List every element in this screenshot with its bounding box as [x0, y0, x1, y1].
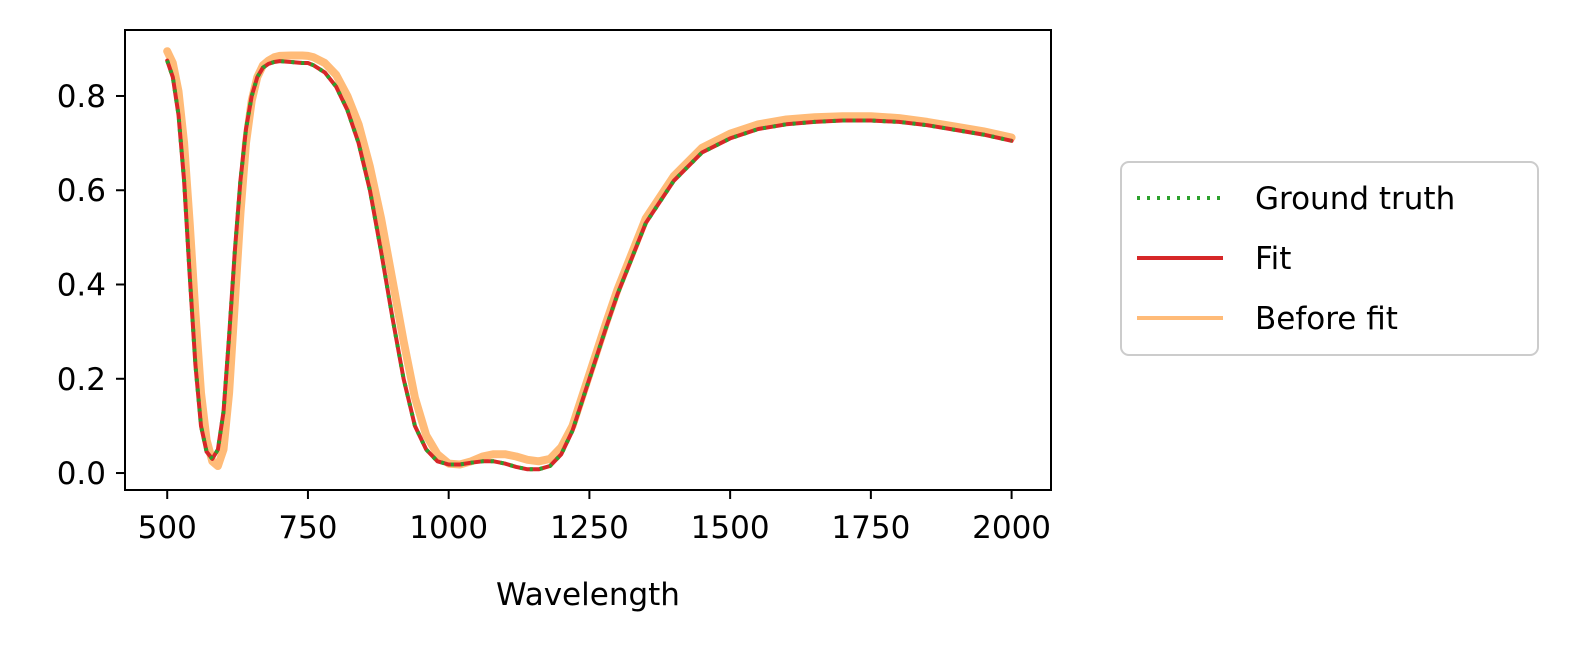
x-tick-label: 500 — [138, 510, 197, 546]
y-tick-label: 0.6 — [57, 173, 106, 209]
legend-label: Ground truth — [1255, 181, 1455, 217]
legend-box — [1120, 161, 1539, 356]
series-layer — [163, 47, 1016, 472]
y-tick-label: 0.0 — [57, 456, 106, 492]
y-tick-label: 0.2 — [57, 362, 106, 398]
series-line-before-fit — [163, 47, 1016, 470]
y-axis: 0.0 0.2 0.4 0.6 0.8 — [57, 79, 125, 492]
x-tick-label: 1750 — [831, 510, 910, 546]
y-tick-label: 0.4 — [57, 268, 106, 304]
x-axis: 500 750 1000 1250 1500 1750 2000 — [138, 490, 1051, 546]
plot-frame — [124, 29, 1052, 491]
x-tick-label: 750 — [278, 510, 337, 546]
x-tick-label: 2000 — [972, 510, 1051, 546]
legend: Ground truth Fit Before fit — [1120, 161, 1539, 356]
x-tick-label: 1500 — [691, 510, 770, 546]
x-tick-label: 1000 — [409, 510, 488, 546]
y-tick-label: 0.8 — [57, 79, 106, 115]
x-axis-label: Wavelength — [496, 577, 680, 613]
series-line-ground-truth — [165, 59, 1013, 472]
legend-label: Fit — [1255, 241, 1291, 277]
legend-label: Before fit — [1255, 301, 1398, 337]
x-tick-label: 1250 — [550, 510, 629, 546]
